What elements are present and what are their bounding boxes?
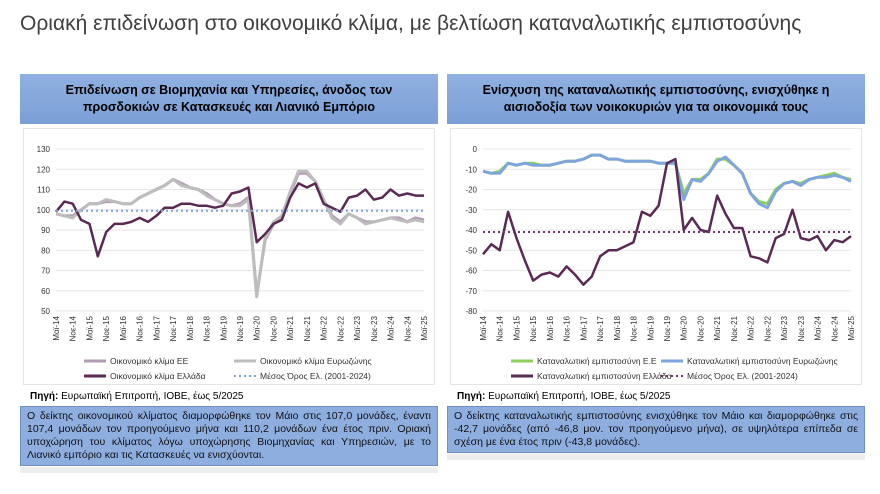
x-tick-label: Μαϊ-24 — [387, 315, 396, 340]
legend-label: Οικονομικό κλίμα Ευρωζώνης — [260, 356, 372, 366]
x-tick-label: Μαϊ-20 — [680, 315, 689, 340]
x-tick-label: Μαϊ-19 — [219, 315, 228, 340]
x-tick-label: Νοε-14 — [496, 315, 505, 341]
y-tick-label: -70 — [465, 287, 477, 296]
x-tick-label: Μαϊ-23 — [353, 315, 362, 340]
x-tick-label: Νοε-14 — [69, 315, 78, 341]
panel-header: Επιδείνωση σε Βιομηχανία και Υπηρεσίες, … — [20, 74, 438, 124]
source-label: Πηγή: — [457, 391, 486, 402]
x-tick-label: Μαϊ-17 — [579, 315, 588, 340]
x-tick-label: Νοε-21 — [303, 315, 312, 341]
x-tick-label: Νοε-17 — [596, 315, 605, 341]
source-line: Πηγή: Ευρωπαϊκή Επιτροπή, ΙΟΒΕ, έως 5/20… — [30, 391, 438, 402]
source-text: Ευρωπαϊκή Επιτροπή, ΙΟΒΕ, έως 5/2025 — [58, 391, 244, 402]
y-tick-label: 60 — [41, 287, 50, 296]
x-tick-label: Μαϊ-16 — [546, 315, 555, 340]
legend-label: Καταναλωτική εμπιστοσύνη Ελλάδα — [537, 371, 672, 381]
source-label: Πηγή: — [30, 391, 59, 402]
x-tick-label: Μαϊ-22 — [320, 315, 329, 340]
x-tick-label: Νοε-16 — [563, 315, 572, 341]
legend-label: Καταναλωτική εμπιστοσύνη Ε.Ε — [537, 356, 657, 366]
divider — [447, 454, 865, 460]
y-tick-label: -50 — [465, 246, 477, 255]
x-tick-label: Μαϊ-14 — [52, 315, 61, 340]
x-tick-label: Νοε-23 — [797, 315, 806, 341]
x-tick-label: Νοε-19 — [663, 315, 672, 341]
x-tick-label: Νοε-17 — [169, 315, 178, 341]
y-tick-label: 110 — [37, 186, 50, 195]
legend-label: Οικονομικό κλίμα ΕΕ — [110, 356, 189, 366]
x-tick-label: Νοε-19 — [236, 315, 245, 341]
x-tick-label: Νοε-24 — [403, 315, 412, 341]
y-tick-label: 100 — [37, 206, 51, 215]
y-tick-label: -30 — [465, 206, 477, 215]
y-tick-label: -80 — [465, 307, 477, 316]
y-tick-label: -10 — [465, 165, 477, 174]
y-tick-label: -20 — [465, 186, 477, 195]
x-tick-label: Μαϊ-16 — [119, 315, 128, 340]
series-line-1 — [55, 169, 425, 299]
legend-label: Μέσος Όρος Ελ. (2001-2024) — [687, 371, 798, 381]
y-tick-label: 120 — [37, 165, 51, 174]
x-tick-label: Μαϊ-18 — [186, 315, 195, 340]
x-tick-label: Νοε-24 — [830, 315, 839, 341]
x-tick-label: Μαϊ-15 — [512, 315, 521, 340]
x-tick-label: Μαϊ-25 — [847, 315, 856, 340]
x-tick-label: Μαϊ-20 — [253, 315, 262, 340]
economic-climate-chart: 50 60 70 80 90 100 110 120 130 Μαϊ-14 Νοε-14 Μαϊ-15… — [23, 128, 435, 385]
x-tick-label: Νοε-16 — [136, 315, 145, 341]
legend-label: Μέσος Όρος Ελ. (2001-2024) — [260, 371, 371, 381]
x-tick-label: Νοε-20 — [269, 315, 278, 341]
x-tick-label: Νοε-22 — [336, 315, 345, 341]
x-tick-label: Νοε-15 — [102, 315, 111, 341]
x-tick-label: Νοε-22 — [763, 315, 772, 341]
x-tick-label: Νοε-15 — [529, 315, 538, 341]
x-tick-label: Μαϊ-23 — [780, 315, 789, 340]
y-tick-label: 70 — [41, 267, 50, 276]
y-tick-label: 90 — [41, 226, 50, 235]
x-tick-label: Μαϊ-15 — [85, 315, 94, 340]
x-tick-label: Μαϊ-25 — [420, 315, 429, 340]
x-tick-label: Μαϊ-14 — [479, 315, 488, 340]
y-tick-label: -60 — [465, 267, 477, 276]
commentary-box: Ο δείκτης οικονομικού κλίματος διαμορφώθ… — [20, 406, 438, 466]
x-tick-label: Νοε-20 — [696, 315, 705, 341]
series-line-2 — [55, 182, 424, 258]
y-tick-label: 80 — [41, 246, 50, 255]
x-tick-label: Νοε-18 — [203, 315, 212, 341]
x-tick-label: Μαϊ-22 — [747, 315, 756, 340]
y-tick-label: 0 — [473, 145, 478, 154]
source-text: Ευρωπαϊκή Επιτροπή, ΙΟΒΕ, έως 5/2025 — [485, 391, 671, 402]
x-tick-label: Μαϊ-17 — [152, 315, 161, 340]
chart-svg: -80 -70 -60 -50 -40 -30 -20 -10 0 Μαϊ-14 Νοε-14 Μαϊ… — [465, 145, 856, 381]
x-tick-label: Μαϊ-21 — [286, 315, 295, 340]
series-line-2 — [482, 157, 852, 286]
legend-label: Οικονομικό κλίμα Ελλάδα — [110, 371, 206, 381]
consumer-confidence-chart: -80 -70 -60 -50 -40 -30 -20 -10 0 Μαϊ-14 Νοε-14 Μαϊ… — [450, 128, 862, 385]
panel-header: Ενίσχυση της καταναλωτικής εμπιστοσύνης,… — [447, 74, 865, 124]
economic-climate-panel: Επιδείνωση σε Βιομηχανία και Υπηρεσίες, … — [20, 74, 438, 473]
page-title: Οριακή επιδείνωση στο οικονομικό κλίμα, … — [20, 12, 802, 35]
source-line: Πηγή: Ευρωπαϊκή Επιτροπή, ΙΟΒΕ, έως 5/20… — [457, 391, 865, 402]
y-tick-label: 130 — [37, 145, 51, 154]
x-tick-label: Μαϊ-24 — [814, 315, 823, 340]
y-tick-label: 50 — [41, 307, 50, 316]
x-tick-label: Μαϊ-21 — [713, 315, 722, 340]
x-tick-label: Νοε-18 — [630, 315, 639, 341]
x-tick-label: Μαϊ-19 — [646, 315, 655, 340]
chart-svg: 50 60 70 80 90 100 110 120 130 Μαϊ-14 Νοε-14 Μαϊ-15… — [37, 145, 429, 381]
x-tick-label: Μαϊ-18 — [613, 315, 622, 340]
commentary-box: Ο δείκτης καταναλωτικής εμπιστοσύνης ενι… — [447, 406, 865, 453]
divider — [20, 467, 438, 473]
legend-label: Καταναλωτική εμπιστοσύνη Ευρωζώνης — [687, 356, 838, 366]
x-tick-label: Νοε-21 — [730, 315, 739, 341]
consumer-confidence-panel: Ενίσχυση της καταναλωτικής εμπιστοσύνης,… — [447, 74, 865, 464]
x-tick-label: Νοε-23 — [370, 315, 379, 341]
y-tick-label: -40 — [465, 226, 477, 235]
